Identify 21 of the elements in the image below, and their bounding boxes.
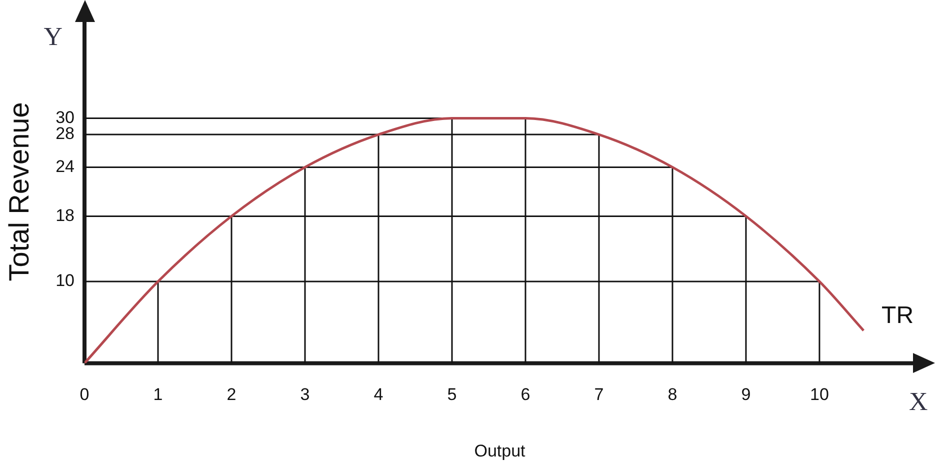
y-axis-title: Total Revenue: [4, 102, 35, 282]
x-tick-label: 1: [153, 385, 163, 404]
x-tick-label: 5: [447, 385, 457, 404]
text: X: [909, 387, 928, 416]
x-tick-label: 10: [810, 385, 829, 404]
text: Y: [44, 22, 63, 52]
y-tick-label: 30: [56, 108, 75, 127]
x-axis-title: Output: [474, 441, 526, 460]
y-tick-label: 18: [56, 206, 75, 225]
x-tick-label: 7: [594, 385, 604, 404]
x-tick-label: 8: [668, 385, 678, 404]
y-tick-label: 10: [56, 271, 75, 290]
x-tick-label: 9: [741, 385, 751, 404]
x-tick-label: 2: [226, 385, 236, 404]
x-tick-label: 4: [374, 385, 384, 404]
series-label: TR: [882, 302, 914, 330]
x-tick-label: 3: [300, 385, 310, 404]
x-tick-label: 0: [80, 385, 90, 404]
y-tick-label: 24: [56, 156, 75, 176]
x-tick-label: 6: [520, 385, 530, 404]
y-tick-label: 28: [56, 124, 75, 144]
